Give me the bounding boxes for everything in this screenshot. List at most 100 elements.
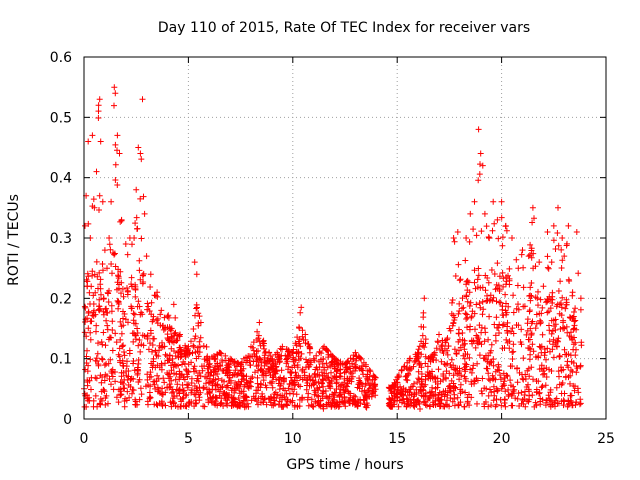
data-point xyxy=(118,373,125,380)
data-point xyxy=(572,305,579,312)
data-point xyxy=(298,350,305,357)
data-point xyxy=(471,198,478,205)
data-point xyxy=(85,325,92,332)
data-point xyxy=(488,389,495,396)
data-point xyxy=(105,400,111,407)
data-point xyxy=(128,274,135,281)
data-point xyxy=(415,368,422,375)
data-point xyxy=(122,316,129,323)
data-point xyxy=(121,398,128,404)
data-point xyxy=(276,377,283,384)
data-point xyxy=(493,314,500,321)
data-point xyxy=(102,342,109,349)
data-point xyxy=(138,309,145,316)
data-point xyxy=(414,353,421,360)
data-point xyxy=(240,365,247,372)
data-point xyxy=(128,375,135,382)
data-point xyxy=(344,383,351,390)
data-point xyxy=(116,150,123,157)
data-point xyxy=(555,204,561,211)
data-point xyxy=(90,196,97,203)
data-point xyxy=(451,238,458,245)
data-point xyxy=(417,384,424,390)
data-point xyxy=(165,357,172,364)
data-point xyxy=(165,336,172,343)
data-point xyxy=(272,351,279,358)
data-point xyxy=(337,366,344,373)
data-point xyxy=(120,363,127,369)
data-point xyxy=(137,150,144,157)
data-point xyxy=(577,306,584,313)
data-point xyxy=(193,301,200,308)
data-point xyxy=(136,396,143,403)
data-point xyxy=(427,354,434,361)
data-point xyxy=(237,367,244,374)
data-point xyxy=(172,376,179,383)
data-point xyxy=(561,325,568,332)
data-point xyxy=(125,319,131,326)
data-point xyxy=(98,291,104,298)
data-point xyxy=(191,343,197,350)
data-point xyxy=(504,327,511,334)
data-point xyxy=(307,361,314,368)
data-point xyxy=(438,391,445,398)
data-point xyxy=(181,387,187,394)
data-point xyxy=(404,377,411,384)
data-point xyxy=(577,396,584,403)
data-point xyxy=(120,322,127,329)
data-point xyxy=(121,349,127,355)
data-point xyxy=(470,226,477,233)
data-point xyxy=(559,324,566,331)
data-point xyxy=(572,352,579,359)
data-point xyxy=(124,288,131,295)
data-point xyxy=(185,382,192,389)
data-point xyxy=(528,330,535,337)
data-point xyxy=(494,366,501,373)
data-point xyxy=(526,373,533,380)
data-point xyxy=(155,387,162,393)
data-point xyxy=(514,365,521,371)
data-point xyxy=(93,168,100,175)
data-point xyxy=(93,355,100,362)
data-point xyxy=(179,361,185,368)
data-point xyxy=(495,324,502,331)
data-point xyxy=(459,295,466,302)
data-point xyxy=(461,340,468,347)
data-point xyxy=(164,313,171,320)
data-point xyxy=(476,352,483,359)
data-point xyxy=(416,343,423,350)
data-point xyxy=(155,353,162,360)
data-point xyxy=(474,377,481,384)
data-point xyxy=(98,339,105,345)
data-point xyxy=(144,300,151,307)
data-point xyxy=(231,362,238,369)
data-point xyxy=(205,369,212,376)
data-point xyxy=(529,219,536,226)
data-point xyxy=(461,403,468,410)
data-point xyxy=(519,371,525,378)
data-point xyxy=(190,365,197,372)
data-point xyxy=(550,237,557,244)
data-point xyxy=(95,102,102,109)
data-point xyxy=(203,380,209,387)
data-point xyxy=(86,289,93,296)
data-point xyxy=(181,350,188,357)
data-point xyxy=(558,246,565,253)
data-point xyxy=(463,311,470,318)
data-point xyxy=(479,375,486,382)
data-point xyxy=(333,399,340,406)
data-point xyxy=(513,256,520,263)
data-point xyxy=(331,389,338,396)
data-point xyxy=(547,348,553,355)
data-point xyxy=(554,337,561,344)
data-point xyxy=(121,352,128,359)
data-point xyxy=(309,403,316,410)
data-point xyxy=(314,385,321,392)
data-point xyxy=(133,214,140,221)
data-point xyxy=(488,359,495,366)
data-point xyxy=(188,338,194,345)
data-point xyxy=(446,387,453,394)
data-point xyxy=(126,394,133,401)
data-point xyxy=(462,368,469,375)
data-point xyxy=(337,373,344,380)
